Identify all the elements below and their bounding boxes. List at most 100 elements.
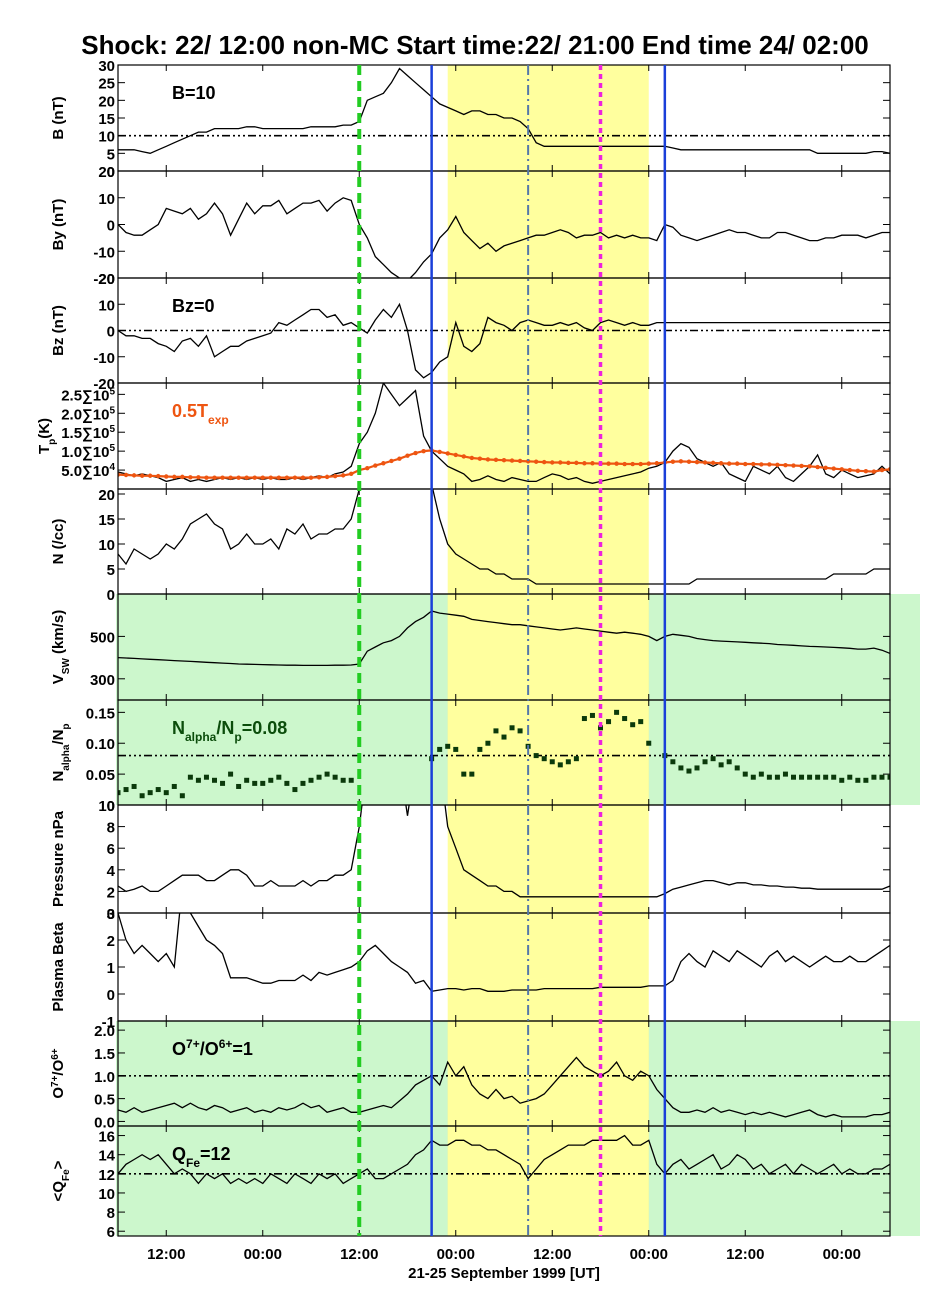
page-title: Shock: 22/ 12:00 non-MC Start time:22/ 2…	[81, 30, 869, 60]
panel-oratio-ytick-label: 0.5	[94, 1092, 115, 1109]
panel-alpha-point	[742, 771, 748, 777]
panel-alpha-point	[622, 716, 628, 722]
panel-tp-marker	[574, 460, 579, 466]
panel-alpha-point	[782, 771, 788, 777]
panel-alpha-point	[549, 759, 555, 765]
panel-bz-data	[118, 302, 890, 379]
panel-alpha-data	[118, 709, 890, 799]
panel-qfe-data	[118, 1134, 890, 1185]
panel-tp-marker	[308, 475, 314, 480]
panel-qfe-label: QFe=12	[172, 1144, 231, 1170]
panel-tp-marker	[606, 461, 611, 466]
panel-tp-marker	[533, 459, 539, 464]
panel-qfe-ytick-label: 12	[98, 1167, 115, 1184]
panel-tp-marker	[381, 461, 386, 466]
panel-alpha-point	[879, 774, 885, 780]
panel-tp-ytick-label: 2.5∑105	[61, 386, 115, 404]
panel-alpha-point	[453, 746, 459, 752]
panel-alpha-ytick-label: 0.10	[86, 736, 115, 753]
panel-tp-marker	[373, 463, 378, 468]
panel-tp-marker	[743, 461, 748, 467]
x-tick-label: 00:00	[630, 1246, 668, 1263]
panel-qfe-ytick-label: 10	[98, 1186, 115, 1203]
panel-alpha-point	[799, 774, 805, 780]
panel-tp-marker	[783, 462, 788, 468]
yellow-interval	[447, 65, 649, 1236]
panel-b-ytick-label: 15	[98, 111, 115, 128]
panel-tp-marker	[228, 475, 233, 480]
panel-tp-marker	[236, 475, 241, 480]
panel-alpha-point	[646, 740, 652, 746]
panel-pressure-series-0	[118, 805, 890, 898]
panel-tp-marker	[815, 464, 820, 470]
panel-tp-marker	[180, 474, 185, 480]
panel-tp-ytick-label: 1.0∑105	[61, 443, 115, 461]
panel-tp-marker	[147, 473, 153, 478]
panel-alpha-point	[887, 774, 890, 780]
panel-tp-marker	[212, 475, 217, 480]
panel-tp-marker	[445, 451, 450, 456]
panel-alpha-point	[187, 774, 193, 780]
panel-b-ytick-label: 25	[98, 76, 115, 93]
panel-b-ytick-label: 0	[107, 164, 115, 181]
panel-alpha-point	[638, 719, 644, 725]
panel-b-ytick-label: 30	[98, 58, 115, 75]
panel-pressure-ytick-label: 0	[107, 906, 115, 923]
panel-alpha-point	[485, 740, 491, 746]
panel-alpha-point	[598, 725, 603, 731]
panel-qfe-series-0	[118, 1134, 890, 1185]
panel-alpha-point	[477, 746, 483, 752]
panel-tp-marker	[566, 460, 571, 466]
panel-tp-marker	[139, 473, 145, 478]
panel-b-ytick-label: 20	[98, 93, 115, 110]
panel-oratio-data	[118, 1056, 890, 1118]
panel-alpha-point	[533, 753, 539, 759]
panel-tp-marker	[220, 475, 225, 480]
panel-tp-marker	[726, 461, 732, 466]
panel-vsw-ylabel: VSW (km/s)	[50, 610, 72, 684]
panel-tp-marker	[340, 473, 346, 478]
panel-tp-marker	[453, 452, 458, 458]
panel-alpha-point	[203, 774, 209, 780]
panel-n-series-0	[118, 489, 890, 585]
panel-alpha-point	[614, 709, 620, 715]
panel-qfe: 6 8 10 12 14 16 <QFe> QFe=12	[50, 1125, 891, 1241]
panel-tp-marker	[365, 465, 370, 471]
panel-tp-marker	[469, 455, 475, 461]
panel-qfe-frame	[117, 1125, 891, 1237]
panel-alpha-ylabel: Nalpha/Np	[50, 723, 72, 781]
panel-tp-marker	[831, 466, 836, 471]
panel-by-ytick-label: -20	[93, 271, 115, 288]
panel-alpha-point	[131, 783, 137, 789]
panel-tp-marker	[775, 462, 780, 467]
panel-beta-ytick-label: 3	[107, 906, 115, 923]
panel-bz-label: Bz=0	[172, 296, 215, 316]
x-tick-label: 12:00	[147, 1246, 185, 1263]
panel-alpha-point	[260, 780, 266, 786]
panel-tp-marker	[622, 461, 627, 467]
x-tick-label: 00:00	[823, 1246, 861, 1263]
panel-tp-marker	[172, 474, 177, 480]
panel-alpha-point	[123, 787, 129, 793]
panel-alpha-point	[316, 774, 322, 780]
panel-tp-marker	[324, 474, 330, 480]
panel-tp-marker	[614, 461, 619, 466]
panel-tp-marker	[349, 471, 354, 477]
panel-tp-marker	[204, 475, 209, 480]
panel-tp-marker	[276, 475, 282, 480]
panel-tp-marker	[131, 473, 137, 478]
x-axis-label: 21-25 September 1999 [UT]	[408, 1265, 600, 1282]
panel-alpha-point	[606, 719, 612, 725]
panel-tp-marker	[751, 461, 756, 467]
panel-tp-marker	[630, 461, 635, 467]
panel-oratio-label: O7+/O6+=1	[172, 1037, 253, 1059]
panel-alpha-point	[300, 780, 306, 786]
panel-alpha-point	[244, 777, 250, 783]
panel-n-ytick-label: 20	[98, 487, 115, 504]
panel-alpha-point	[791, 774, 796, 780]
panel-tp-marker	[855, 468, 861, 474]
panel-beta-ylabel: Plasma Beta	[50, 922, 67, 1012]
panel-alpha-point	[589, 712, 595, 718]
panel-n-data	[118, 489, 890, 585]
panel-tp-marker	[694, 459, 700, 465]
